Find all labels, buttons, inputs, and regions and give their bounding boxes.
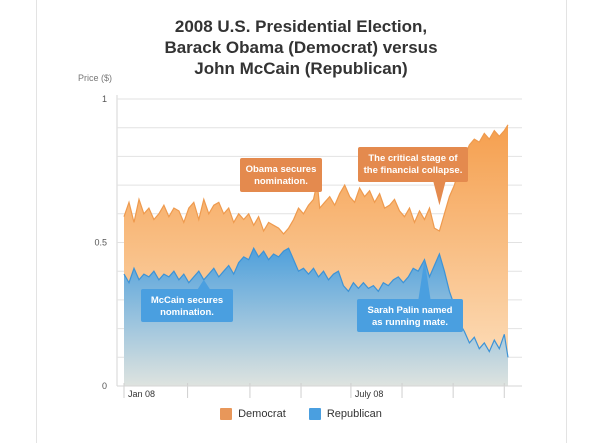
annotation-box [357,299,463,332]
annotation-box [240,158,322,192]
annotation-pointer [418,259,431,299]
legend-label-democrat: Democrat [238,408,286,420]
y-tick-label: 0 [102,381,107,391]
chart-title-line-3: John McCain (Republican) [194,59,408,78]
annotation-pointer [197,279,210,289]
legend-item-democrat[interactable]: Democrat [220,408,286,420]
annotation-text: the financial collapse. [364,165,463,176]
x-tick-label: Jan 08 [128,389,155,399]
annotation-box [358,147,468,182]
frame-right-border [566,0,567,443]
series-area-republican [124,248,508,386]
annotation-text: The critical stage of [368,153,458,164]
y-tick-label: 0.5 [94,238,107,248]
annotation-text: McCain secures [151,295,223,306]
chart-title-line-1: 2008 U.S. Presidential Election, [174,17,428,36]
chart-title-line-2: Barack Obama (Democrat) versus [164,38,438,57]
annotation-text: as running mate. [372,317,448,328]
annotation-text: nomination. [254,176,308,187]
legend-swatch-republican [308,408,321,420]
annotation-text: Sarah Palin named [367,305,452,316]
legend-label-republican: Republican [326,408,382,420]
legend-swatch-democrat [220,408,233,420]
chart-title: 2008 U.S. Presidential Election, Barack … [0,16,602,79]
frame-left-border [36,0,37,443]
y-tick-label: 1 [102,94,107,104]
x-tick-label: July 08 [355,389,384,399]
legend: Democrat Republican [0,408,602,423]
y-axis-label: Price ($) [78,73,112,83]
annotation-pointer [433,182,446,206]
series-line-republican [123,246,509,358]
annotation-box [141,289,233,322]
annotation-text: nomination. [160,307,214,318]
legend-item-republican[interactable]: Republican [308,408,382,420]
annotation-text: Obama secures [246,164,317,175]
